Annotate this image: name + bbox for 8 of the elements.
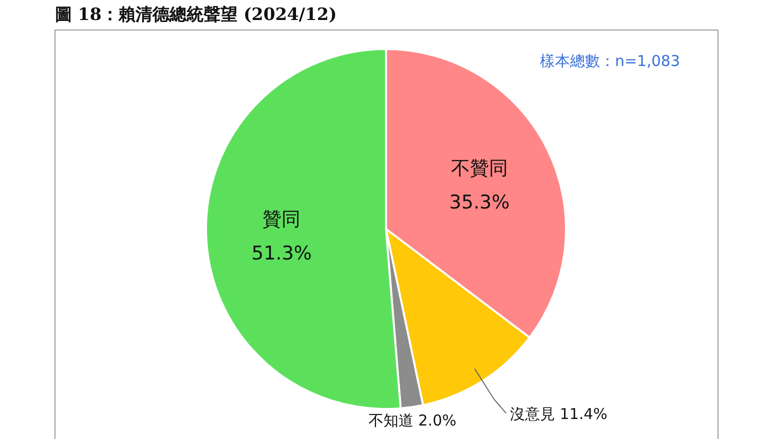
slice-label: 不知道 2.0%	[368, 412, 456, 430]
slice-label: 不贊同	[450, 157, 508, 180]
chart-title: 圖 18：賴清德總統聲望 (2024/12)	[55, 5, 337, 25]
slice-label: 沒意見 11.4%	[510, 405, 608, 424]
slice-label: 贊同	[262, 208, 301, 230]
text: 樣本總數：n=1,083	[540, 52, 680, 70]
data-label: 35.3%	[449, 191, 510, 214]
data-label: 51.3%	[252, 242, 312, 264]
